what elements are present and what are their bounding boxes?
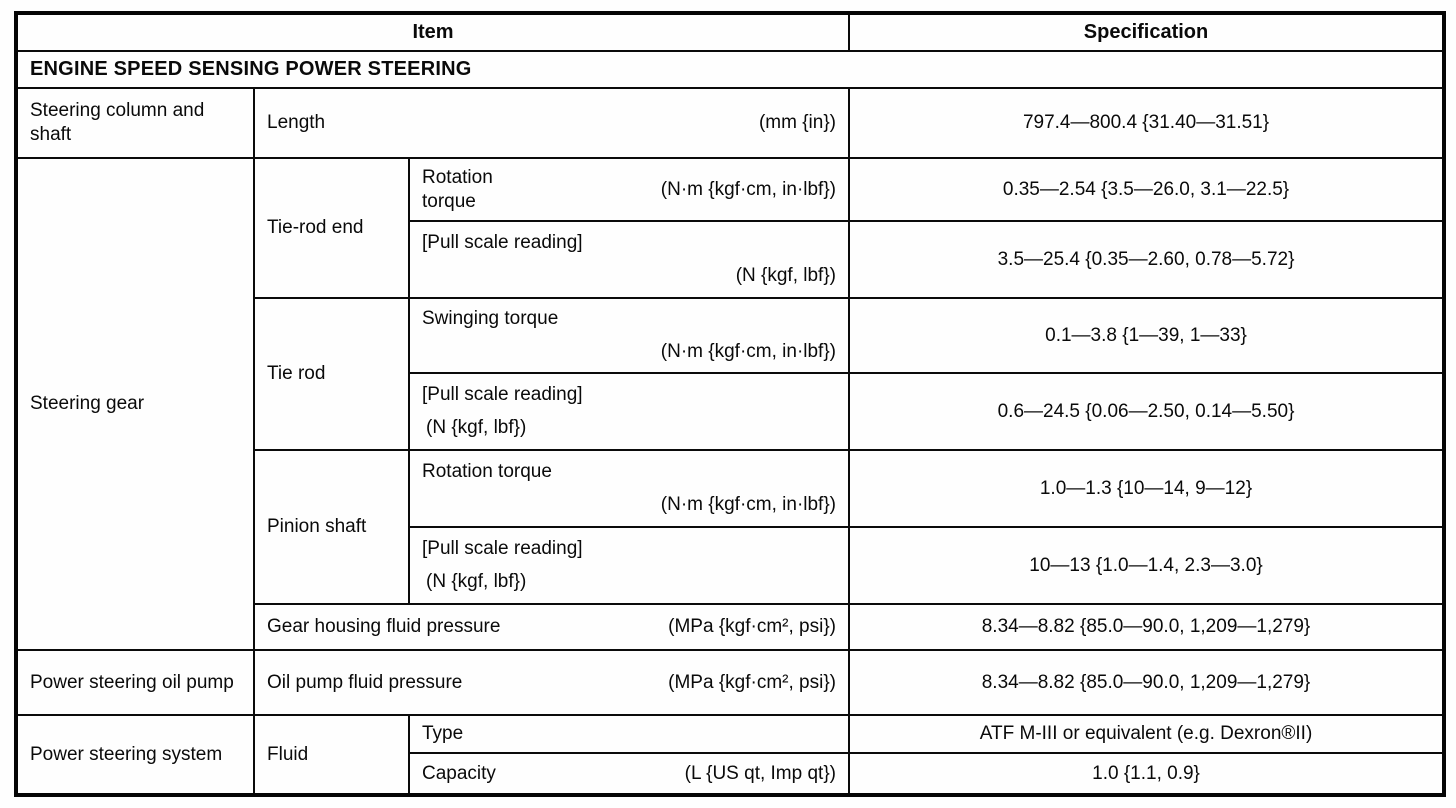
item-label: Gear housing fluid pressure bbox=[267, 616, 501, 638]
item-unit: (MPa {kgf·cm², psi}) bbox=[668, 616, 837, 638]
category-steering-gear: Steering gear bbox=[15, 157, 255, 651]
item-fluid-type: Type bbox=[407, 714, 851, 754]
item-label: Swinging torque bbox=[422, 308, 559, 330]
spec-value-tie-rod-end-pull-scale: 3.5—25.4 {0.35—2.60, 0.78—5.72} bbox=[848, 220, 1446, 299]
spec-value-gear-housing-fluid-pressure: 8.34—8.82 {85.0—90.0, 1,209—1,279} bbox=[848, 603, 1446, 651]
item-unit: (mm {in}) bbox=[758, 112, 837, 134]
item-label: Oil pump fluid pressure bbox=[267, 671, 463, 693]
item-gear-housing-fluid-pressure: Gear housing fluid pressure (MPa {kgf·cm… bbox=[252, 603, 851, 651]
item-unit: (N {kgf, lbf}) bbox=[426, 417, 527, 438]
item-unit: (N {kgf, lbf}) bbox=[735, 265, 837, 286]
specification-table: Item Specification ENGINE SPEED SENSING … bbox=[14, 11, 1447, 797]
category-steering-column-and-shaft: Steering column and shaft bbox=[15, 87, 255, 159]
item-unit: (MPa {kgf·cm², psi}) bbox=[668, 671, 837, 693]
item-label: Length bbox=[267, 112, 326, 134]
item-tie-rod-end-rotation-torque: Rotation torque (N·m {kgf·cm, in·lbf}) bbox=[407, 157, 851, 222]
spec-value-tie-rod-end-rotation-torque: 0.35—2.54 {3.5—26.0, 3.1—22.5} bbox=[848, 157, 1446, 222]
subcategory-tie-rod-end: Tie-rod end bbox=[253, 157, 410, 299]
item-pinion-shaft-rotation-torque: Rotation torque (N·m {kgf·cm, in·lbf}) bbox=[407, 449, 851, 528]
spec-value-tie-rod-pull-scale: 0.6—24.5 {0.06—2.50, 0.14—5.50} bbox=[848, 372, 1446, 451]
item-fluid-capacity: Capacity (L {US qt, Imp qt}) bbox=[407, 752, 851, 796]
item-tie-rod-end-pull-scale: [Pull scale reading] (N {kgf, lbf}) bbox=[407, 220, 851, 299]
subcategory-pinion-shaft: Pinion shaft bbox=[253, 449, 410, 605]
item-tie-rod-pull-scale: [Pull scale reading] (N {kgf, lbf}) bbox=[407, 372, 851, 451]
spec-value-length: 797.4—800.4 {31.40—31.51} bbox=[848, 87, 1446, 159]
spec-value-fluid-capacity: 1.0 {1.1, 0.9} bbox=[848, 752, 1446, 796]
subcategory-fluid: Fluid bbox=[253, 714, 410, 796]
category-power-steering-oil-pump: Power steering oil pump bbox=[15, 649, 255, 716]
item-unit: (N·m {kgf·cm, in·lbf}) bbox=[660, 178, 837, 200]
item-label: Capacity bbox=[422, 762, 496, 784]
item-unit: (N·m {kgf·cm, in·lbf}) bbox=[660, 341, 837, 362]
item-oil-pump-fluid-pressure: Oil pump fluid pressure (MPa {kgf·cm², p… bbox=[252, 649, 851, 716]
spec-value-pinion-shaft-pull-scale: 10—13 {1.0—1.4, 2.3—3.0} bbox=[848, 526, 1446, 605]
item-label: Type bbox=[422, 723, 464, 745]
item-unit: (N {kgf, lbf}) bbox=[426, 571, 527, 592]
item-label: Rotation torque bbox=[422, 461, 552, 483]
subcategory-tie-rod: Tie rod bbox=[253, 297, 410, 451]
item-pinion-shaft-pull-scale: [Pull scale reading] (N {kgf, lbf}) bbox=[407, 526, 851, 605]
spec-value-oil-pump-fluid-pressure: 8.34—8.82 {85.0—90.0, 1,209—1,279} bbox=[848, 649, 1446, 716]
section-title: ENGINE SPEED SENSING POWER STEERING bbox=[14, 50, 1446, 89]
spec-value-tie-rod-swinging-torque: 0.1—3.8 {1—39, 1—33} bbox=[848, 297, 1446, 374]
item-length: Length (mm {in}) bbox=[252, 87, 851, 159]
item-unit: (L {US qt, Imp qt}) bbox=[684, 762, 837, 784]
item-label: [Pull scale reading] bbox=[422, 538, 583, 560]
column-header-item: Item bbox=[14, 12, 851, 52]
spec-value-fluid-type: ATF M-III or equivalent (e.g. Dexron®II) bbox=[848, 714, 1446, 754]
item-label: Rotation torque bbox=[422, 166, 493, 212]
spec-value-pinion-shaft-rotation-torque: 1.0—1.3 {10—14, 9—12} bbox=[848, 449, 1446, 528]
category-power-steering-system: Power steering system bbox=[15, 714, 255, 796]
item-tie-rod-swinging-torque: Swinging torque (N·m {kgf·cm, in·lbf}) bbox=[407, 297, 851, 374]
item-unit: (N·m {kgf·cm, in·lbf}) bbox=[660, 494, 837, 515]
item-label: [Pull scale reading] bbox=[422, 232, 583, 254]
column-header-specification: Specification bbox=[848, 12, 1446, 52]
item-label: [Pull scale reading] bbox=[422, 384, 583, 406]
